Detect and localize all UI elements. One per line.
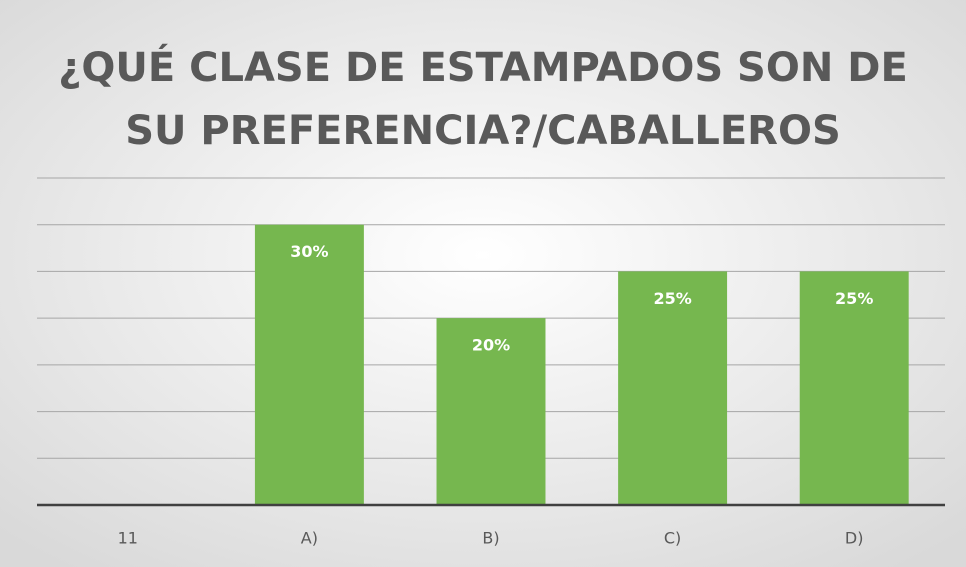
data-label: 25% — [835, 289, 873, 308]
chart-title: SU PREFERENCIA?/CABALLEROS — [125, 108, 841, 154]
x-tick-label: 11 — [118, 529, 138, 548]
bar — [436, 318, 546, 505]
bar — [799, 271, 909, 505]
chart-title: ¿QUÉ CLASE DE ESTAMPADOS SON DE — [58, 43, 908, 91]
bar — [254, 224, 364, 505]
data-label: 30% — [290, 242, 328, 261]
x-tick-label: C) — [664, 529, 681, 548]
x-tick-label: A) — [301, 529, 318, 548]
data-label: 25% — [653, 289, 691, 308]
x-tick-label: D) — [845, 529, 864, 548]
data-label: 20% — [472, 336, 510, 355]
bar — [618, 271, 728, 505]
x-tick-label: B) — [482, 529, 499, 548]
